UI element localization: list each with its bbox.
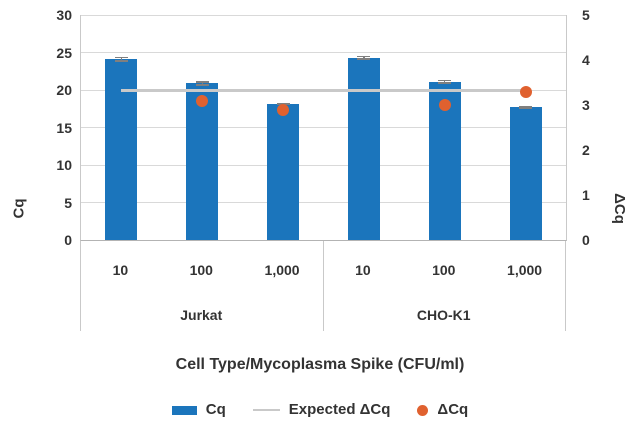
left-axis-tick: 0	[64, 232, 72, 248]
cq-bar	[347, 57, 380, 240]
right-axis-tick: 3	[582, 97, 590, 113]
spike-label: 1,000	[264, 262, 300, 278]
gridline	[81, 52, 566, 53]
error-bar-stem	[120, 56, 123, 62]
cq-bar	[186, 83, 219, 240]
left-axis-tick: 25	[56, 44, 72, 61]
delta-cq-dot	[277, 103, 290, 116]
delta-cq-dot	[438, 99, 451, 111]
spike-label: 100	[189, 262, 213, 278]
right-axis-tick: 0	[582, 232, 590, 248]
x-axis-title: Cell Type/Mycoplasma Spike (CFU/ml)	[175, 356, 465, 373]
error-bar	[195, 81, 209, 86]
plot-area	[80, 14, 567, 241]
error-bar-cap-bottom	[438, 82, 452, 84]
category-separator	[80, 241, 81, 331]
right-axis-tick: 4	[582, 52, 590, 68]
category-separator	[322, 241, 324, 331]
left-axis-tick: 20	[56, 82, 72, 98]
error-bar-stem	[444, 79, 446, 84]
delta-cq-dot	[196, 94, 209, 107]
category-separator	[565, 241, 566, 331]
gridline	[81, 14, 566, 16]
error-bar-cap-bottom	[357, 58, 371, 60]
legend-label: Expected ΔCq	[288, 401, 391, 418]
legend-item: ΔCq	[417, 401, 468, 419]
left-axis-tick: 5	[64, 194, 72, 211]
error-bar-cap-bottom	[519, 107, 533, 109]
delta-cq-dot	[519, 85, 532, 98]
right-axis-tick: 2	[582, 142, 590, 158]
legend-item: Expected ΔCq	[252, 401, 391, 419]
spike-label: 1,000	[507, 262, 543, 278]
error-bar	[519, 105, 533, 109]
right-axis-tick: 1	[582, 187, 590, 203]
error-bar-cap-bottom	[195, 83, 209, 86]
error-bar-stem	[201, 81, 203, 86]
error-bar-stem	[363, 55, 365, 60]
gridline	[81, 127, 566, 128]
error-bar	[438, 79, 452, 84]
left-axis-tick: 30	[56, 7, 72, 23]
legend-label: Cq	[205, 401, 226, 418]
legend-item: Cq	[171, 401, 226, 419]
chart-legend: Cq Expected ΔCq ΔCq	[0, 401, 640, 419]
right-axis-title: ΔCq	[610, 193, 628, 224]
spike-label: 10	[355, 262, 371, 278]
left-axis-tick: 10	[56, 157, 72, 173]
cq-bar	[105, 59, 138, 240]
left-axis-tick: 15	[56, 119, 72, 136]
legend-marker-square	[171, 405, 197, 415]
right-axis-tick: 5	[582, 7, 590, 23]
gridline	[81, 164, 566, 166]
error-bar	[114, 56, 128, 62]
legend-marker-circle	[417, 404, 429, 416]
cq-bar	[267, 104, 300, 240]
legend-label: ΔCq	[437, 401, 469, 418]
expected-delta-cq-line	[121, 88, 526, 92]
group-label: CHO-K1	[416, 307, 471, 323]
spike-label: 10	[112, 262, 129, 278]
group-label: Jurkat	[180, 307, 223, 323]
cq-bar	[509, 107, 542, 240]
error-bar-cap-bottom	[114, 60, 128, 62]
error-bar	[357, 55, 371, 60]
spike-label: 100	[432, 262, 456, 278]
gridline	[81, 202, 566, 203]
category-axis: Jurkat CHO-K1 10 100 1,000 10 100 1,000	[80, 241, 567, 333]
legend-marker-line	[252, 408, 280, 412]
